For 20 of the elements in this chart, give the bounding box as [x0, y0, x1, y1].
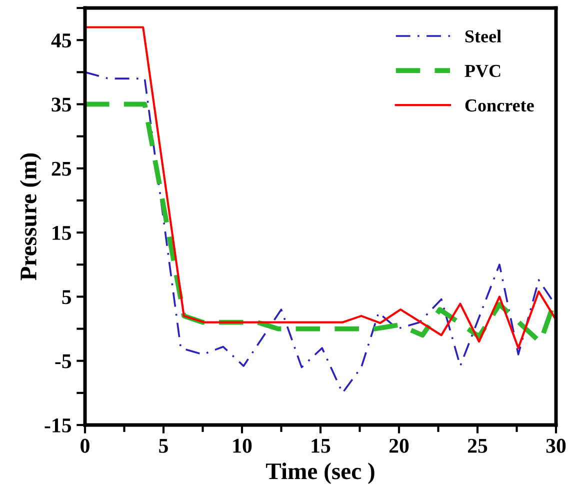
x-tick-label: 25	[468, 438, 488, 453]
y-tick-label: 5	[62, 290, 72, 304]
legend-label: Concrete	[465, 99, 534, 112]
x-tick-label: 0	[80, 438, 90, 453]
y-tick-label: 25	[52, 162, 72, 176]
x-axis-title: Time (sec )	[266, 462, 374, 484]
y-tick-label: -15	[44, 418, 72, 432]
y-axis-title: Pressure (m)	[20, 153, 42, 280]
y-tick-label: 15	[52, 226, 72, 240]
x-tick-label: 10	[233, 438, 252, 453]
x-tick-label: 30	[546, 438, 566, 453]
y-tick-label: 45	[51, 34, 72, 48]
line-series	[85, 26, 556, 350]
y-tick-label: -5	[55, 354, 72, 368]
x-tick-label: 5	[159, 439, 168, 453]
legend-label: Steel	[465, 30, 502, 42]
y-tick-label: 35	[52, 98, 72, 112]
x-tick-label: 15	[312, 438, 330, 453]
legend-label: PVC	[464, 64, 500, 78]
x-tick-label: 20	[389, 438, 409, 453]
